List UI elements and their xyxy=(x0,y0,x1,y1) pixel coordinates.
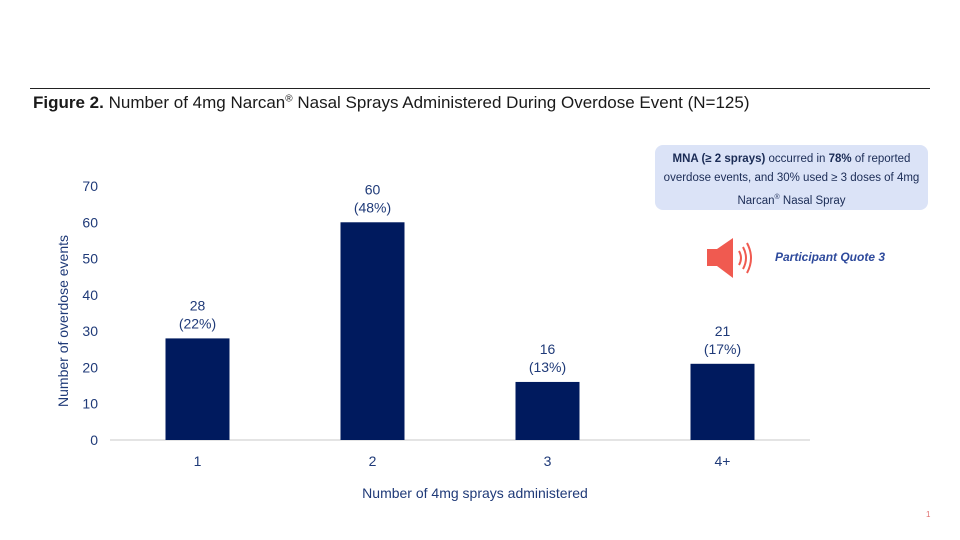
bar xyxy=(165,338,230,440)
bar xyxy=(340,222,405,440)
x-tick-label: 4+ xyxy=(715,453,731,469)
title-rule xyxy=(30,88,930,89)
callout-text-3: Nasal Spray xyxy=(779,194,846,207)
y-axis-label: Number of overdose events xyxy=(55,235,71,407)
callout-bold-2: 78% xyxy=(828,153,852,165)
data-label-count: 16 xyxy=(540,341,556,357)
title-text-2: Nasal Sprays Administered During Overdos… xyxy=(292,93,750,112)
data-label-percent: (22%) xyxy=(179,315,216,331)
data-label-percent: (13%) xyxy=(529,359,566,375)
callout-registered-mark: ® xyxy=(774,194,780,201)
title-registered-mark: ® xyxy=(285,93,293,105)
bar xyxy=(690,363,755,440)
bar xyxy=(515,381,580,440)
y-tick-label: 70 xyxy=(82,178,98,194)
title-text-1: Number of 4mg Narcan xyxy=(103,93,286,112)
y-tick-label: 10 xyxy=(82,396,98,412)
x-tick-label: 2 xyxy=(369,453,377,469)
x-tick-label: 1 xyxy=(194,453,202,469)
data-label-count: 60 xyxy=(365,181,381,197)
y-tick-label: 60 xyxy=(82,214,98,230)
data-label-count: 21 xyxy=(715,323,731,339)
figure-label: Figure 2. xyxy=(33,93,104,112)
callout-text-1: occurred in xyxy=(765,153,829,165)
y-tick-label: 40 xyxy=(82,287,98,303)
page-number: 1 xyxy=(926,510,931,519)
speaker-icon[interactable] xyxy=(705,236,765,280)
y-tick-label: 20 xyxy=(82,359,98,375)
x-tick-label: 3 xyxy=(544,453,552,469)
y-tick-label: 50 xyxy=(82,251,98,267)
data-label-percent: (48%) xyxy=(354,199,391,215)
callout-box: MNA (≥ 2 sprays) occurred in 78% of repo… xyxy=(655,145,928,210)
data-label-percent: (17%) xyxy=(704,341,741,357)
participant-quote-link[interactable]: Participant Quote 3 xyxy=(775,250,886,264)
callout-text-2: of reported overdose events, and 30% use… xyxy=(663,153,920,207)
data-label-count: 28 xyxy=(190,297,206,313)
y-tick-label: 0 xyxy=(90,432,98,448)
callout-bold-1: MNA (≥ 2 sprays) xyxy=(672,153,766,165)
figure-title: Figure 2. Number of 4mg Narcan® Nasal Sp… xyxy=(33,93,750,113)
y-tick-label: 30 xyxy=(82,323,98,339)
x-axis-label: Number of 4mg sprays administered xyxy=(362,485,588,501)
